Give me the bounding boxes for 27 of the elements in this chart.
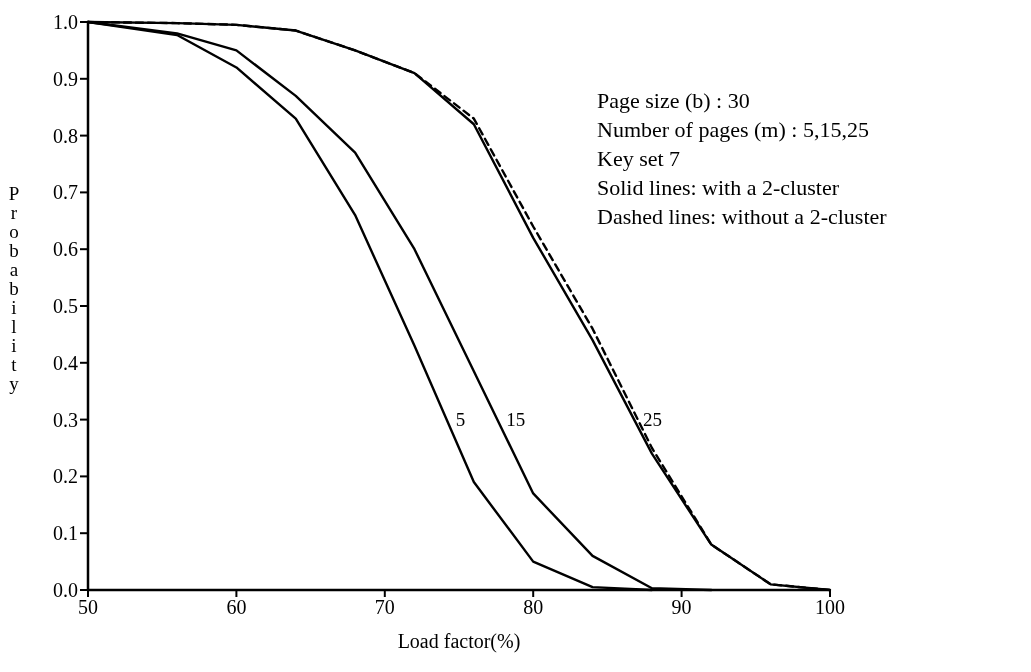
annotation: Key set 7 xyxy=(597,146,681,171)
y-tick-label: 0.5 xyxy=(53,295,78,317)
x-tick-label: 50 xyxy=(78,596,98,618)
x-tick-label: 100 xyxy=(815,596,845,618)
x-axis-title: Load factor(%) xyxy=(397,630,521,653)
x-tick-label: 60 xyxy=(226,596,247,618)
annotation: Page size (b) : 30 xyxy=(597,88,750,113)
annotation: Number of pages (m) : 5,15,25 xyxy=(597,117,869,142)
annotation: Solid lines: with a 2-cluster xyxy=(597,175,840,200)
series-label: 15 xyxy=(506,408,526,430)
annotation: Dashed lines: without a 2-cluster xyxy=(597,204,888,229)
x-tick-label: 90 xyxy=(671,596,692,618)
text: Probability xyxy=(8,183,20,394)
y-tick-label: 0.4 xyxy=(53,351,78,374)
y-tick-label: 0.2 xyxy=(53,465,78,488)
y-tick-label: 0.0 xyxy=(53,579,78,601)
y-tick-label: 0.9 xyxy=(53,67,78,90)
y-tick-label: 1.0 xyxy=(53,11,78,33)
x-tick-label: 70 xyxy=(374,596,395,618)
y-tick-label: 0.6 xyxy=(53,238,78,261)
y-tick-label: 0.7 xyxy=(53,181,78,204)
x-tick-label: 80 xyxy=(523,596,544,618)
series-label: 25 xyxy=(643,408,663,430)
y-tick-label: 0.1 xyxy=(53,522,78,545)
y-tick-label: 0.8 xyxy=(53,124,78,147)
series-label: 5 xyxy=(455,408,466,430)
y-tick-label: 0.3 xyxy=(53,408,78,431)
